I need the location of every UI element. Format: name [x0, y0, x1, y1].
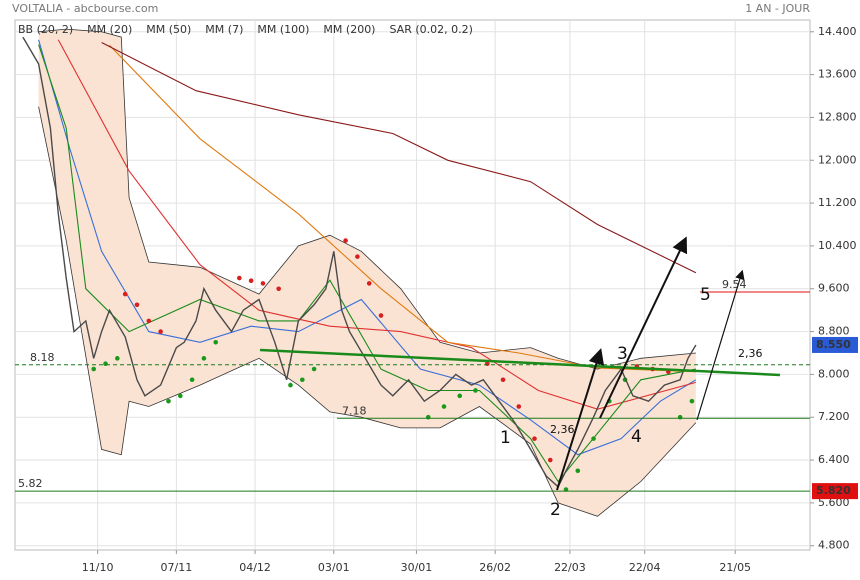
- legend-entry: MM (7): [205, 23, 243, 36]
- sar-dot: [158, 329, 163, 334]
- legend-entry: SAR (0.02, 0.2): [389, 23, 472, 36]
- sar-dot: [134, 302, 140, 308]
- band-upper: [38, 28, 696, 370]
- sar-dot: [425, 414, 431, 420]
- price-line: [22, 36, 697, 488]
- y-tick-label: 9.600: [818, 282, 850, 295]
- x-tick-label: 11/10: [82, 561, 114, 574]
- level-label: 7.18: [342, 404, 367, 417]
- sar-dot: [311, 366, 317, 372]
- arrow: [696, 269, 745, 421]
- price-tag-label: 8.550: [816, 338, 851, 351]
- legend-entry: MM (200): [323, 23, 375, 36]
- sar-dot: [441, 404, 447, 409]
- sar-dot: [146, 318, 152, 324]
- sar-dot: [547, 457, 553, 463]
- x-tick-label: 26/02: [479, 561, 511, 574]
- level-label: 8.18: [30, 351, 55, 364]
- y-tick-label: 8.000: [818, 367, 850, 380]
- price-tag: [812, 336, 858, 353]
- sar-dot: [366, 281, 372, 286]
- sar-dot: [103, 361, 108, 366]
- sar-dot: [91, 366, 97, 372]
- x-tick-label: 21/05: [719, 561, 751, 574]
- trend-line: [259, 348, 781, 377]
- y-tick-label: 11.200: [818, 196, 857, 209]
- x-tick-label: 30/01: [401, 561, 433, 574]
- plot-frame: [14, 19, 811, 551]
- chart-subtitle: 1 AN - JOUR: [745, 2, 810, 15]
- sar-dot: [591, 436, 596, 441]
- sar-dot: [166, 398, 171, 404]
- sar-dot: [516, 404, 522, 409]
- y-tick-label: 6.400: [818, 453, 850, 466]
- moving-average: [38, 39, 697, 456]
- annotation: 2: [550, 500, 561, 520]
- y-tick-label: 4.800: [818, 539, 850, 552]
- sar-dot: [500, 377, 506, 383]
- level-label: 9.54: [722, 278, 747, 291]
- sar-dot: [189, 377, 195, 383]
- sar-dot: [276, 286, 281, 292]
- legend-entry: BB (20, 2): [18, 23, 73, 36]
- annotation: 4: [631, 427, 642, 447]
- annotation: 1: [500, 428, 511, 448]
- moving-average: [57, 39, 697, 410]
- sar-dot: [288, 382, 293, 388]
- arrow: [599, 236, 688, 419]
- y-tick-label: 12.000: [818, 153, 857, 166]
- y-tick-label: 8.800: [818, 325, 850, 338]
- sar-dot: [473, 388, 478, 393]
- annotation: 2,36: [738, 347, 763, 360]
- sar-dot: [575, 468, 581, 474]
- y-tick-label: 10.400: [818, 239, 857, 252]
- level-label: 5.82: [18, 477, 43, 490]
- annotation: 3: [617, 344, 628, 364]
- x-tick-label: 03/01: [318, 561, 350, 574]
- y-tick-label: 5.600: [818, 496, 850, 509]
- sar-dot: [343, 238, 348, 243]
- band-fill: [38, 29, 696, 517]
- moving-average: [101, 42, 697, 274]
- sar-dot: [677, 414, 683, 420]
- annotation: 2,36: [550, 423, 575, 436]
- sar-dot: [532, 436, 537, 441]
- sar-dot: [457, 393, 463, 399]
- chart-title: VOLTALIA - abcbourse.com: [12, 2, 158, 15]
- y-tick-label: 7.200: [818, 410, 850, 423]
- sar-dot: [378, 313, 384, 318]
- annotation: 5: [700, 285, 711, 305]
- sar-dot: [237, 275, 242, 281]
- band-lower: [38, 106, 697, 517]
- sar-dot: [213, 339, 219, 345]
- sar-dot: [115, 356, 120, 361]
- y-tick-label: 12.800: [818, 110, 857, 123]
- sar-dot: [201, 356, 207, 361]
- legend-entry: MM (20): [87, 23, 132, 36]
- y-tick-label: 13.600: [818, 68, 857, 81]
- x-tick-label: 07/11: [161, 561, 193, 574]
- price-tag: [812, 483, 858, 500]
- arrow: [556, 348, 605, 491]
- price-tag-label: 5.820: [816, 484, 851, 497]
- sar-dot: [177, 393, 183, 399]
- x-tick-label: 22/04: [629, 561, 661, 574]
- legend-entry: MM (50): [146, 23, 191, 36]
- sar-dot: [122, 291, 128, 297]
- sar-dot: [355, 254, 360, 259]
- sar-dot: [689, 398, 695, 404]
- sar-dot: [248, 278, 254, 284]
- y-tick-label: 14.400: [818, 25, 857, 38]
- moving-average: [38, 44, 697, 483]
- x-tick-label: 22/03: [554, 561, 586, 574]
- legend-entry: MM (100): [257, 23, 309, 36]
- x-tick-label: 04/12: [239, 561, 271, 574]
- sar-dot: [260, 281, 266, 286]
- sar-dot: [300, 377, 305, 383]
